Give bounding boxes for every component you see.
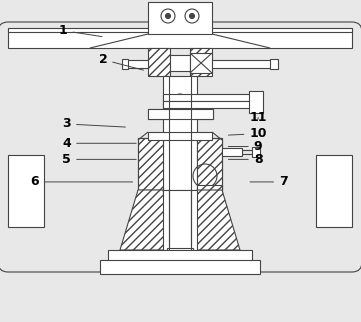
Bar	[148, 2, 212, 34]
Bar	[193, 109, 213, 119]
Bar	[148, 109, 168, 119]
Bar	[100, 260, 260, 274]
Bar	[148, 48, 170, 76]
Text: 6: 6	[30, 175, 132, 188]
Bar	[138, 138, 222, 190]
Bar	[148, 109, 213, 119]
Bar	[197, 138, 222, 190]
Polygon shape	[120, 190, 175, 250]
Text: 8: 8	[229, 153, 262, 166]
Polygon shape	[185, 190, 240, 250]
Bar	[222, 148, 242, 156]
Text: 4: 4	[62, 137, 136, 150]
Bar	[148, 132, 212, 140]
Text: 2: 2	[99, 53, 144, 70]
Bar	[108, 250, 252, 262]
Text: 11: 11	[249, 111, 267, 124]
Text: 5: 5	[62, 153, 136, 166]
Bar	[126, 60, 148, 68]
FancyBboxPatch shape	[0, 22, 361, 272]
Bar	[270, 59, 278, 69]
Bar	[8, 28, 352, 32]
Text: 10: 10	[229, 127, 267, 140]
Bar	[316, 155, 352, 227]
Bar	[212, 60, 272, 68]
Bar	[249, 91, 263, 113]
Bar	[167, 248, 193, 256]
Bar	[163, 190, 197, 250]
Bar	[163, 76, 197, 246]
Bar	[8, 30, 352, 48]
Text: 1: 1	[59, 24, 102, 37]
Bar	[197, 185, 222, 197]
Circle shape	[190, 14, 195, 18]
Bar	[163, 94, 253, 101]
Bar	[252, 147, 260, 157]
Circle shape	[165, 14, 170, 18]
Bar	[190, 53, 212, 73]
Text: 9: 9	[229, 140, 262, 153]
Bar	[122, 59, 128, 69]
Bar	[170, 55, 190, 71]
Bar	[190, 48, 212, 76]
Text: 3: 3	[62, 118, 125, 130]
Bar	[8, 155, 44, 227]
Bar	[138, 138, 163, 190]
Bar	[163, 101, 253, 108]
Text: 7: 7	[250, 175, 288, 188]
